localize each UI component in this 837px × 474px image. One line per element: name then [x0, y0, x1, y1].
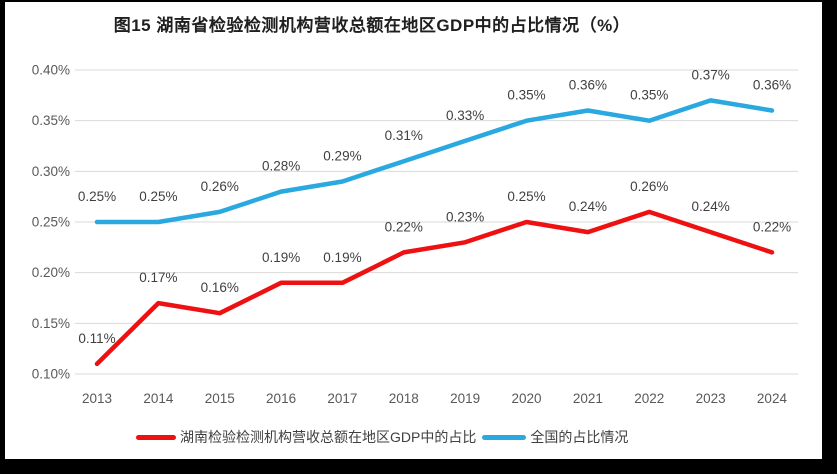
data-label-hunan: 0.19%	[323, 250, 361, 265]
series-line-national	[94, 98, 775, 225]
data-label-national: 0.36%	[569, 78, 607, 93]
legend-label-hunan: 湖南检验检测机构营收总额在地区GDP中的占比	[180, 429, 477, 445]
x-axis-label: 2018	[389, 391, 419, 406]
data-label-national: 0.35%	[630, 88, 668, 103]
data-label-hunan: 0.24%	[569, 199, 607, 214]
data-label-hunan: 0.22%	[753, 219, 791, 234]
data-label-hunan: 0.19%	[262, 250, 300, 265]
x-axis-label: 2016	[266, 391, 296, 406]
data-label-hunan: 0.17%	[139, 270, 177, 285]
legend-label-national: 全国的占比情况	[530, 429, 629, 445]
y-tick-label: 0.40%	[32, 63, 70, 78]
data-label-hunan: 0.24%	[691, 199, 729, 214]
data-label-national: 0.26%	[201, 179, 239, 194]
data-label-national: 0.25%	[78, 189, 116, 204]
data-label-hunan: 0.22%	[385, 219, 423, 234]
y-tick-label: 0.20%	[32, 265, 70, 280]
data-label-national: 0.33%	[446, 108, 484, 123]
x-axis-label: 2022	[634, 391, 664, 406]
data-label-hunan: 0.26%	[630, 179, 668, 194]
y-tick-label: 0.25%	[32, 215, 70, 230]
data-label-hunan: 0.23%	[446, 209, 484, 224]
y-tick-label: 0.30%	[32, 164, 70, 179]
x-axis-label: 2023	[696, 391, 726, 406]
data-label-hunan: 0.16%	[201, 280, 239, 295]
data-label-hunan: 0.11%	[78, 331, 115, 346]
x-axis-label: 2014	[143, 391, 174, 406]
data-label-national: 0.25%	[139, 189, 177, 204]
legend-swatch-hunan-line	[136, 434, 176, 440]
data-label-national: 0.35%	[507, 88, 545, 103]
y-tick-label: 0.10%	[32, 367, 70, 382]
chart-canvas	[5, 2, 822, 459]
x-axis-label: 2019	[450, 391, 480, 406]
legend: 湖南检验检测机构营收总额在地区GDP中的占比 全国的占比情况	[136, 427, 628, 447]
x-axis-label: 2015	[205, 391, 235, 406]
x-axis-label: 2020	[511, 391, 541, 406]
series-line-hunan	[94, 209, 775, 367]
data-label-national: 0.36%	[753, 78, 791, 93]
legend-swatch-national-line	[482, 434, 527, 440]
x-axis-label: 2017	[327, 391, 357, 406]
y-tick-label: 0.15%	[32, 316, 70, 331]
x-axis-label: 2013	[82, 391, 112, 406]
data-label-national: 0.28%	[262, 159, 300, 174]
y-tick-label: 0.35%	[32, 113, 70, 128]
x-axis-label: 2021	[573, 391, 603, 406]
data-label-hunan: 0.25%	[507, 189, 545, 204]
data-label-national: 0.29%	[323, 148, 361, 163]
data-label-national: 0.31%	[385, 128, 423, 143]
data-label-national: 0.37%	[691, 67, 729, 82]
x-axis-label: 2024	[757, 391, 788, 406]
chart-title: 图15 湖南省检验检测机构营收总额在地区GDP中的占比情况（%）	[113, 16, 631, 35]
